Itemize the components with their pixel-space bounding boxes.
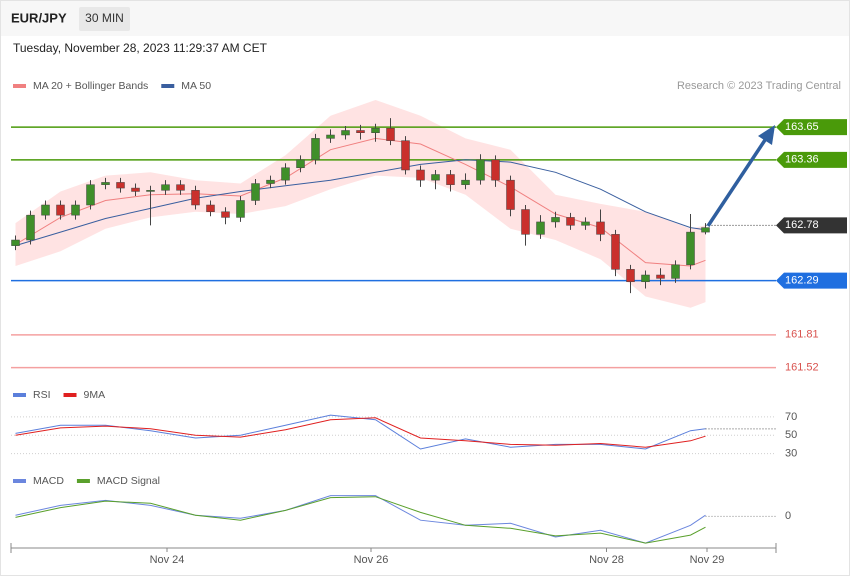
candle-body [476,159,485,181]
candle-body [176,184,185,191]
y-tick-label: 50 [785,429,797,441]
candle-body [116,182,125,189]
candle-body [431,174,440,181]
candle-body [41,204,50,216]
y-tick-label: 0 [785,510,791,522]
legend-swatch [63,393,77,397]
candle-body [206,204,215,213]
candle-body [581,221,590,226]
candle-body [656,274,665,279]
candle-body [641,274,650,283]
level-tag [776,151,847,168]
y-tick-label: 30 [785,447,797,459]
level-tag [776,119,847,136]
candle-body [671,264,680,279]
candle-body [401,140,410,171]
candle-body [521,209,530,235]
level-label: 161.81 [785,329,819,341]
candle-body [146,190,155,192]
source: Research © 2023 Trading Central [677,80,841,92]
level-label: 162.78 [785,219,819,231]
candle-body [326,134,335,139]
candle-body [446,174,455,185]
level-label: 163.65 [785,121,819,133]
arrow-head [758,125,775,145]
level-label: 162.29 [785,275,819,287]
candle-body [341,130,350,136]
indicator-line [15,417,706,448]
arrow-shaft [706,136,769,227]
candle-body [626,269,635,283]
legend-swatch [13,84,26,88]
x-tick-label: Nov 24 [150,554,185,566]
x-tick-label: Nov 28 [589,554,624,566]
candle-body [161,184,170,191]
candle-body [251,183,260,201]
legend-swatch [13,393,26,397]
target-arrow [706,125,775,227]
candle-body [311,138,320,161]
candle-body [536,221,545,235]
candle-body [416,169,425,181]
candle-body [56,204,65,216]
candle-body [386,127,395,141]
legend-swatch [76,479,90,483]
candle-body [71,204,80,216]
candle-body [131,187,140,192]
candle-body [551,217,560,223]
interval-box[interactable] [79,7,130,31]
ma50-line [15,159,706,247]
candle-body [221,211,230,218]
level-label: 163.36 [785,154,819,166]
x-tick-label: Nov 29 [690,554,725,566]
legend-label: MACD Signal [97,475,160,487]
candle-body [701,227,710,233]
candle-body [281,167,290,181]
candle-body [26,214,35,241]
legend-swatch [161,84,175,88]
candle-body [11,239,20,246]
candle-body [506,179,515,210]
candle-body [356,130,365,133]
legend-swatch [13,479,26,483]
bollinger-band [15,100,706,308]
x-tick-label: Nov 26 [354,554,389,566]
legend-label: MA 50 [181,80,211,92]
legend-label: MACD [33,475,64,487]
legend-label: MA 20 + Bollinger Bands [33,80,148,92]
candle-body [491,159,500,181]
symbol: EUR/JPY [11,10,67,25]
y-tick-label: 70 [785,411,797,423]
candle-body [461,179,470,185]
candle-body [566,217,575,226]
candle-body [686,231,695,266]
candle-body [191,190,200,206]
candle-body [101,182,110,185]
candle-body [86,184,95,206]
level-tag [776,217,847,234]
candle-body [236,200,245,218]
interval[interactable]: 30 MIN [85,11,124,25]
candle-body [266,179,275,184]
level-label: 161.52 [785,361,819,373]
level-tag [776,272,847,289]
candle-body [371,127,380,133]
candle-body [611,234,620,270]
indicator-line [15,495,706,544]
indicator-line [15,414,706,450]
candle-body [596,221,605,235]
legend-label: 9MA [84,389,106,401]
header-bar [1,1,849,36]
legend-label: RSI [33,389,51,401]
indicator-line [15,496,706,544]
candle-body [296,159,305,168]
timestamp: Tuesday, November 28, 2023 11:29:37 AM C… [13,41,268,55]
